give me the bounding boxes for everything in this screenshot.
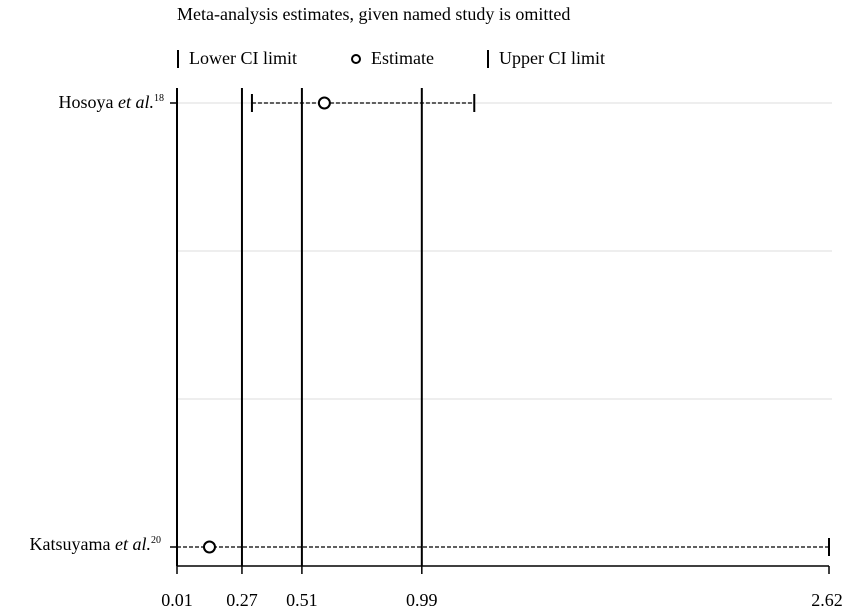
upper-limit-icon bbox=[487, 49, 489, 68]
estimate-circle-icon bbox=[351, 53, 361, 64]
legend-item-lower: Lower CI limit bbox=[177, 48, 297, 69]
study-label-hosoya: Hosoya et al.18 bbox=[58, 92, 165, 112]
legend-label-estimate: Estimate bbox=[371, 48, 434, 68]
x-tick-label: 2.62 bbox=[811, 590, 843, 610]
legend-label-upper: Upper CI limit bbox=[499, 48, 605, 68]
x-tick-label: 0.27 bbox=[226, 590, 258, 610]
lower-limit-icon bbox=[177, 49, 179, 68]
estimate-point bbox=[202, 540, 216, 554]
x-tick-label: 0.99 bbox=[406, 590, 438, 610]
x-tick-label: 0.51 bbox=[286, 590, 318, 610]
x-tick-label: 0.01 bbox=[161, 590, 193, 610]
estimate-point bbox=[317, 96, 331, 110]
legend-item-upper: Upper CI limit bbox=[487, 48, 605, 69]
chart-title: Meta-analysis estimates, given named stu… bbox=[177, 4, 571, 24]
legend-item-estimate: Estimate bbox=[351, 48, 434, 69]
legend-label-lower: Lower CI limit bbox=[189, 48, 297, 68]
study-label-katsuyama: Katsuyama et al.20 bbox=[29, 534, 161, 554]
